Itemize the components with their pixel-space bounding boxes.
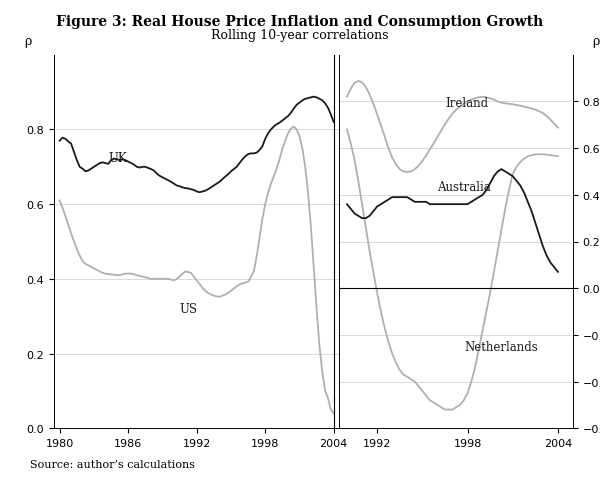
- Text: ρ: ρ: [593, 35, 600, 48]
- Text: Australia: Australia: [437, 181, 491, 194]
- Text: US: US: [179, 303, 197, 316]
- Text: Netherlands: Netherlands: [464, 340, 538, 353]
- Text: Rolling 10-year correlations: Rolling 10-year correlations: [211, 29, 389, 42]
- Text: Figure 3: Real House Price Inflation and Consumption Growth: Figure 3: Real House Price Inflation and…: [56, 15, 544, 29]
- Text: UK: UK: [109, 151, 128, 165]
- Text: Source: author’s calculations: Source: author’s calculations: [30, 459, 195, 469]
- Text: Ireland: Ireland: [445, 97, 488, 110]
- Text: ρ: ρ: [25, 35, 32, 48]
